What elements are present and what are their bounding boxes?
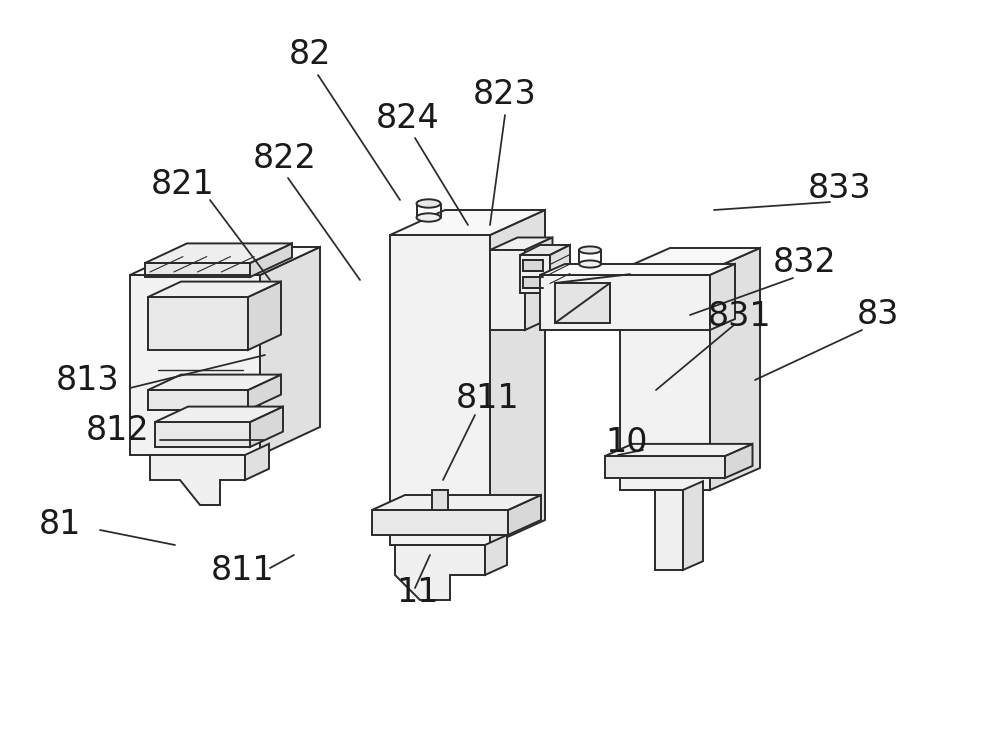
Text: 11: 11 bbox=[397, 576, 439, 609]
Polygon shape bbox=[555, 283, 610, 323]
Ellipse shape bbox=[416, 213, 440, 221]
Polygon shape bbox=[245, 444, 269, 480]
Polygon shape bbox=[145, 244, 292, 263]
Polygon shape bbox=[605, 444, 753, 456]
Polygon shape bbox=[250, 244, 292, 277]
Polygon shape bbox=[390, 210, 545, 235]
Text: 81: 81 bbox=[39, 508, 81, 542]
Polygon shape bbox=[390, 235, 490, 545]
Polygon shape bbox=[148, 282, 281, 297]
Polygon shape bbox=[620, 270, 710, 490]
Text: 813: 813 bbox=[56, 363, 120, 397]
Polygon shape bbox=[395, 545, 485, 600]
Polygon shape bbox=[508, 495, 541, 535]
Polygon shape bbox=[130, 247, 320, 275]
Polygon shape bbox=[525, 238, 552, 330]
Polygon shape bbox=[148, 297, 248, 350]
Polygon shape bbox=[523, 277, 543, 288]
Polygon shape bbox=[372, 510, 508, 535]
Text: 10: 10 bbox=[606, 426, 648, 458]
Polygon shape bbox=[155, 422, 250, 447]
Text: 812: 812 bbox=[86, 414, 150, 447]
Polygon shape bbox=[520, 255, 550, 293]
Polygon shape bbox=[540, 275, 710, 330]
Polygon shape bbox=[250, 406, 283, 447]
Polygon shape bbox=[432, 490, 448, 510]
Polygon shape bbox=[550, 245, 570, 293]
Ellipse shape bbox=[579, 261, 601, 267]
Text: 821: 821 bbox=[151, 169, 215, 201]
Polygon shape bbox=[248, 374, 281, 410]
Polygon shape bbox=[540, 264, 735, 275]
Polygon shape bbox=[148, 374, 281, 390]
Polygon shape bbox=[130, 275, 260, 455]
Polygon shape bbox=[145, 263, 250, 277]
Polygon shape bbox=[260, 247, 320, 455]
Ellipse shape bbox=[579, 247, 601, 253]
Text: 823: 823 bbox=[473, 79, 537, 111]
Text: 82: 82 bbox=[289, 39, 331, 71]
Text: 831: 831 bbox=[708, 299, 772, 333]
Polygon shape bbox=[490, 238, 552, 250]
Polygon shape bbox=[248, 282, 281, 350]
Text: 822: 822 bbox=[253, 141, 317, 175]
Polygon shape bbox=[620, 248, 760, 270]
Polygon shape bbox=[490, 250, 525, 330]
Text: 824: 824 bbox=[376, 102, 440, 134]
Polygon shape bbox=[605, 456, 725, 478]
Polygon shape bbox=[520, 245, 570, 255]
Polygon shape bbox=[683, 481, 703, 570]
Polygon shape bbox=[485, 535, 507, 575]
Polygon shape bbox=[155, 406, 283, 422]
Text: 811: 811 bbox=[456, 381, 520, 415]
Polygon shape bbox=[710, 264, 735, 330]
Polygon shape bbox=[725, 444, 753, 478]
Text: 811: 811 bbox=[211, 554, 275, 586]
Text: 833: 833 bbox=[808, 172, 872, 204]
Text: 83: 83 bbox=[857, 299, 899, 331]
Ellipse shape bbox=[416, 199, 440, 208]
Polygon shape bbox=[150, 455, 245, 505]
Polygon shape bbox=[655, 490, 683, 570]
Polygon shape bbox=[523, 260, 543, 271]
Polygon shape bbox=[710, 248, 760, 490]
Polygon shape bbox=[490, 210, 545, 545]
Text: 832: 832 bbox=[773, 247, 837, 279]
Polygon shape bbox=[372, 495, 541, 510]
Polygon shape bbox=[148, 390, 248, 410]
